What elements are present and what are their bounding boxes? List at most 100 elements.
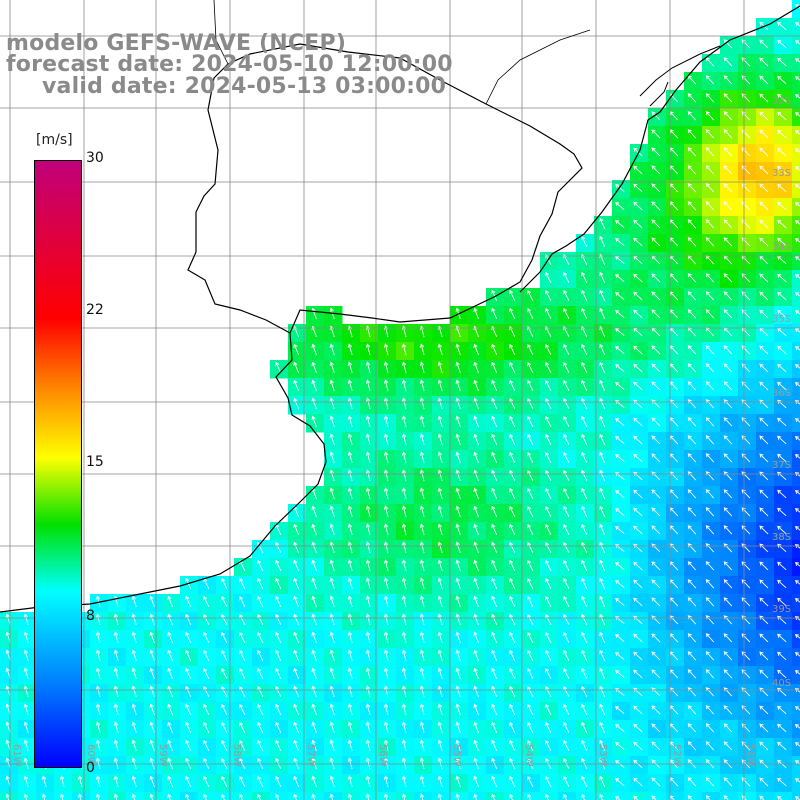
wind-arrow — [221, 613, 228, 625]
wind-arrow — [777, 777, 787, 787]
wind-arrow — [777, 651, 787, 661]
wind-arrow — [401, 469, 407, 482]
wind-arrow — [293, 649, 300, 662]
wind-arrow — [581, 649, 588, 661]
wind-arrow — [509, 289, 516, 301]
wind-arrow — [581, 469, 588, 481]
wind-arrow — [723, 669, 733, 679]
wind-cell — [792, 666, 800, 685]
wind-arrow — [614, 795, 621, 800]
wind-cell — [612, 792, 631, 800]
wind-arrow — [687, 507, 697, 517]
wind-arrow — [311, 397, 317, 410]
wind-arrow — [759, 57, 769, 67]
wind-arrow — [419, 469, 425, 482]
wind-cell — [792, 360, 800, 379]
wind-arrow — [651, 111, 661, 121]
wind-arrow — [275, 739, 282, 752]
wind-arrow — [239, 613, 246, 625]
wind-arrow — [651, 489, 661, 499]
wind-arrow — [329, 487, 335, 500]
wind-arrow — [167, 667, 173, 680]
wind-arrow — [777, 615, 787, 625]
wind-arrow — [687, 201, 697, 211]
wind-arrow — [293, 559, 300, 572]
wind-arrow — [95, 739, 101, 752]
wind-arrow — [614, 597, 625, 607]
wind-arrow — [383, 775, 389, 788]
wind-arrow — [759, 309, 769, 319]
wind-arrow — [347, 739, 353, 752]
wind-arrow — [545, 775, 552, 787]
wind-arrow — [614, 633, 625, 643]
wind-arrow — [581, 739, 588, 751]
wind-arrow — [437, 379, 443, 392]
wind-arrow — [759, 93, 769, 103]
wind-arrow — [723, 723, 733, 733]
wind-arrow — [527, 703, 534, 715]
wind-cell — [792, 126, 800, 145]
wind-arrow — [257, 775, 264, 787]
wind-arrow — [365, 505, 371, 518]
wind-arrow — [293, 505, 300, 518]
wind-arrow — [437, 361, 443, 374]
wind-arrow — [491, 775, 498, 788]
wind-arrow — [311, 505, 317, 518]
wind-arrow — [777, 705, 787, 715]
wind-arrow — [491, 343, 498, 356]
wind-arrow — [113, 739, 119, 752]
wind-arrow — [149, 685, 155, 698]
wind-arrow — [383, 361, 389, 374]
wind-arrow — [527, 721, 534, 733]
wind-arrow — [131, 721, 137, 734]
wind-arrow — [581, 559, 588, 571]
wind-arrow — [437, 505, 443, 518]
wind-arrow — [491, 685, 498, 698]
wind-arrow — [563, 541, 570, 553]
wind-arrow — [599, 343, 606, 356]
wind-arrow — [275, 685, 282, 698]
wind-arrow — [311, 649, 317, 662]
wind-arrow — [581, 541, 588, 553]
wind-arrow — [777, 525, 787, 535]
wind-arrow — [651, 633, 661, 643]
wind-arrow — [563, 649, 570, 661]
wind-arrow — [113, 775, 119, 788]
wind-arrow — [723, 129, 733, 139]
border-line — [213, 0, 591, 105]
wind-arrow — [777, 345, 787, 355]
latitude-label: 37S — [772, 460, 791, 471]
wind-arrow — [563, 775, 570, 787]
wind-arrow — [239, 775, 246, 787]
wind-arrow — [509, 379, 516, 391]
wind-arrow — [633, 579, 643, 589]
wind-arrow — [633, 597, 643, 607]
wind-arrow — [365, 739, 371, 752]
wind-cell — [792, 774, 800, 793]
wind-arrow — [759, 777, 769, 787]
wind-arrow — [545, 577, 552, 589]
wind-arrow — [401, 775, 407, 788]
wind-arrow — [437, 613, 443, 626]
latitude-label: 32S — [772, 96, 791, 107]
wind-arrow — [759, 435, 769, 445]
wind-arrow — [705, 201, 715, 211]
wind-arrow — [419, 559, 425, 572]
wind-arrow — [777, 471, 787, 481]
wind-arrow — [365, 415, 371, 428]
wind-arrow — [203, 667, 210, 679]
wind-arrow — [329, 361, 335, 374]
wind-arrow — [419, 433, 425, 446]
wind-arrow — [687, 417, 697, 427]
wind-arrow — [185, 739, 192, 752]
wind-arrow — [545, 415, 552, 427]
wind-arrow — [633, 687, 643, 697]
wind-arrow — [437, 685, 443, 698]
wind-arrow — [759, 201, 769, 211]
wind-arrow — [599, 235, 606, 248]
wind-arrow — [275, 559, 282, 572]
wind-arrow — [131, 685, 137, 698]
wind-arrow — [491, 451, 498, 464]
wind-arrow — [491, 487, 498, 500]
wind-arrow — [599, 613, 606, 626]
